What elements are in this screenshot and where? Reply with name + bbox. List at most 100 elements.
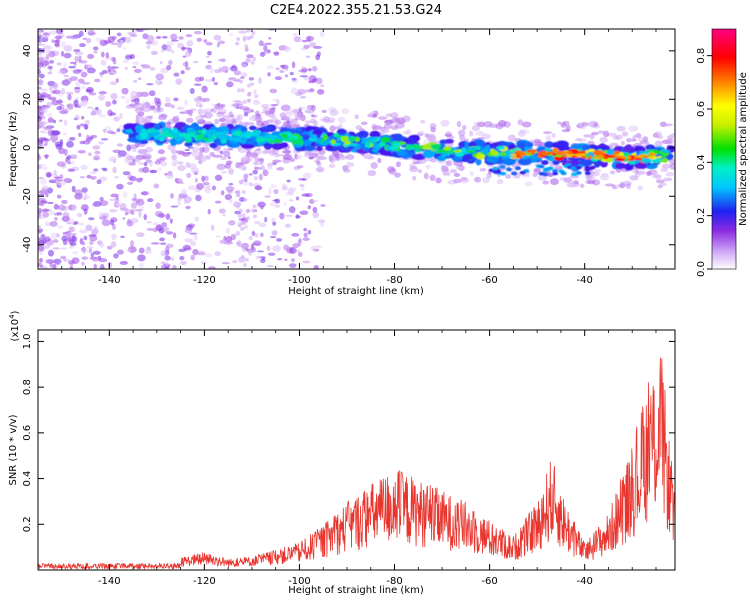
heatmap-blob xyxy=(297,251,303,257)
heatmap-blob xyxy=(384,119,393,126)
heatmap-blob xyxy=(64,78,73,84)
heatmap-blob xyxy=(47,124,51,131)
heatmap-blob xyxy=(175,78,183,85)
heatmap-blob xyxy=(296,249,301,253)
heatmap-blob xyxy=(87,53,95,59)
heatmap-blob xyxy=(663,177,673,182)
heatmap-blob xyxy=(303,76,311,81)
heatmap-blob xyxy=(38,62,44,68)
heatmap-blob xyxy=(349,162,355,167)
heatmap-blob xyxy=(160,242,167,245)
heatmap-blob xyxy=(172,264,177,269)
heatmap-blob xyxy=(486,172,492,179)
heatmap-blob xyxy=(78,60,88,64)
heatmap-blob xyxy=(295,155,303,160)
heatmap-blob xyxy=(387,165,396,173)
heatmap-blob xyxy=(270,184,277,189)
heatmap-blob xyxy=(193,83,202,86)
heatmap-blob xyxy=(50,232,58,240)
heatmap-blob xyxy=(69,242,77,247)
heatmap-blob xyxy=(213,81,218,86)
heatmap-blob xyxy=(110,93,118,100)
heatmap-blob xyxy=(78,101,84,107)
heatmap-blob xyxy=(312,65,318,72)
heatmap-blob xyxy=(106,245,113,250)
heatmap-blob xyxy=(238,30,248,34)
heatmap-blob xyxy=(461,147,467,153)
heatmap-blob xyxy=(63,74,69,77)
heatmap-blob xyxy=(262,43,268,48)
heatmap-blob xyxy=(281,133,288,139)
heatmap-blob xyxy=(62,212,70,219)
spectrogram-heatmap xyxy=(38,29,675,269)
heatmap-blob xyxy=(61,235,68,242)
heatmap-blob xyxy=(614,150,620,155)
heatmap-blob xyxy=(499,151,507,157)
heatmap-blob xyxy=(299,184,305,187)
heatmap-blob xyxy=(95,37,103,42)
heatmap-blob xyxy=(79,140,86,145)
heatmap-blob xyxy=(390,146,398,151)
heatmap-blob xyxy=(517,130,526,137)
heatmap-blob xyxy=(381,127,386,134)
heatmap-blob xyxy=(538,171,545,176)
heatmap-blob xyxy=(537,174,547,181)
heatmap-blob xyxy=(517,157,532,166)
heatmap-blob xyxy=(267,162,274,168)
heatmap-blob xyxy=(610,142,619,147)
heatmap-blob xyxy=(510,153,517,157)
heatmap-blob xyxy=(281,116,291,121)
heatmap-blob xyxy=(285,214,293,217)
heatmap-blob xyxy=(50,130,60,136)
heatmap-blob xyxy=(88,248,92,254)
heatmap-blob xyxy=(612,135,620,140)
heatmap-blob xyxy=(289,263,297,268)
heatmap-blob xyxy=(44,138,51,142)
heatmap-blob xyxy=(548,173,553,178)
heatmap-blob xyxy=(110,42,119,46)
heatmap-blob xyxy=(72,251,78,255)
heatmap-blob xyxy=(54,203,58,209)
heatmap-blob xyxy=(526,142,534,148)
heatmap-blob xyxy=(234,41,240,46)
heatmap-blob xyxy=(669,167,675,171)
heatmap-blob xyxy=(417,130,425,136)
heatmap-blob xyxy=(287,188,295,195)
heatmap-blob xyxy=(312,129,323,136)
heatmap-blob xyxy=(63,148,68,156)
heatmap-blob xyxy=(148,115,153,120)
heatmap-blob xyxy=(420,120,426,124)
heatmap-blob xyxy=(217,40,226,45)
heatmap-blob xyxy=(345,154,355,161)
heatmap-blob xyxy=(40,188,48,195)
heatmap-blob xyxy=(511,171,518,176)
heatmap-blob xyxy=(67,161,72,164)
heatmap-blob xyxy=(160,261,166,264)
heatmap-blob xyxy=(240,88,245,93)
heatmap-blob xyxy=(82,140,91,145)
heatmap-blob xyxy=(626,137,632,143)
heatmap-blob xyxy=(98,91,107,95)
heatmap-blob xyxy=(195,102,203,108)
heatmap-blob xyxy=(263,150,272,154)
heatmap-blob xyxy=(81,187,88,193)
heatmap-blob xyxy=(602,130,610,138)
heatmap-blob xyxy=(179,256,185,261)
heatmap-blob xyxy=(272,159,282,163)
heatmap-blob xyxy=(132,148,137,153)
heatmap-blob xyxy=(241,121,249,128)
heatmap-blob xyxy=(154,107,164,113)
heatmap-blob xyxy=(543,131,552,135)
heatmap-blob xyxy=(252,169,258,175)
heatmap-blob xyxy=(182,244,191,250)
heatmap-blob xyxy=(100,51,105,58)
heatmap-blob xyxy=(137,111,145,114)
heatmap-blob xyxy=(100,138,109,141)
heatmap-blob xyxy=(221,65,229,73)
heatmap-blob xyxy=(524,181,533,187)
heatmap-blob xyxy=(202,97,210,102)
heatmap-blob xyxy=(303,228,308,232)
heatmap-blob xyxy=(312,120,319,127)
heatmap-blob xyxy=(248,236,253,241)
heatmap-blob xyxy=(154,160,162,165)
